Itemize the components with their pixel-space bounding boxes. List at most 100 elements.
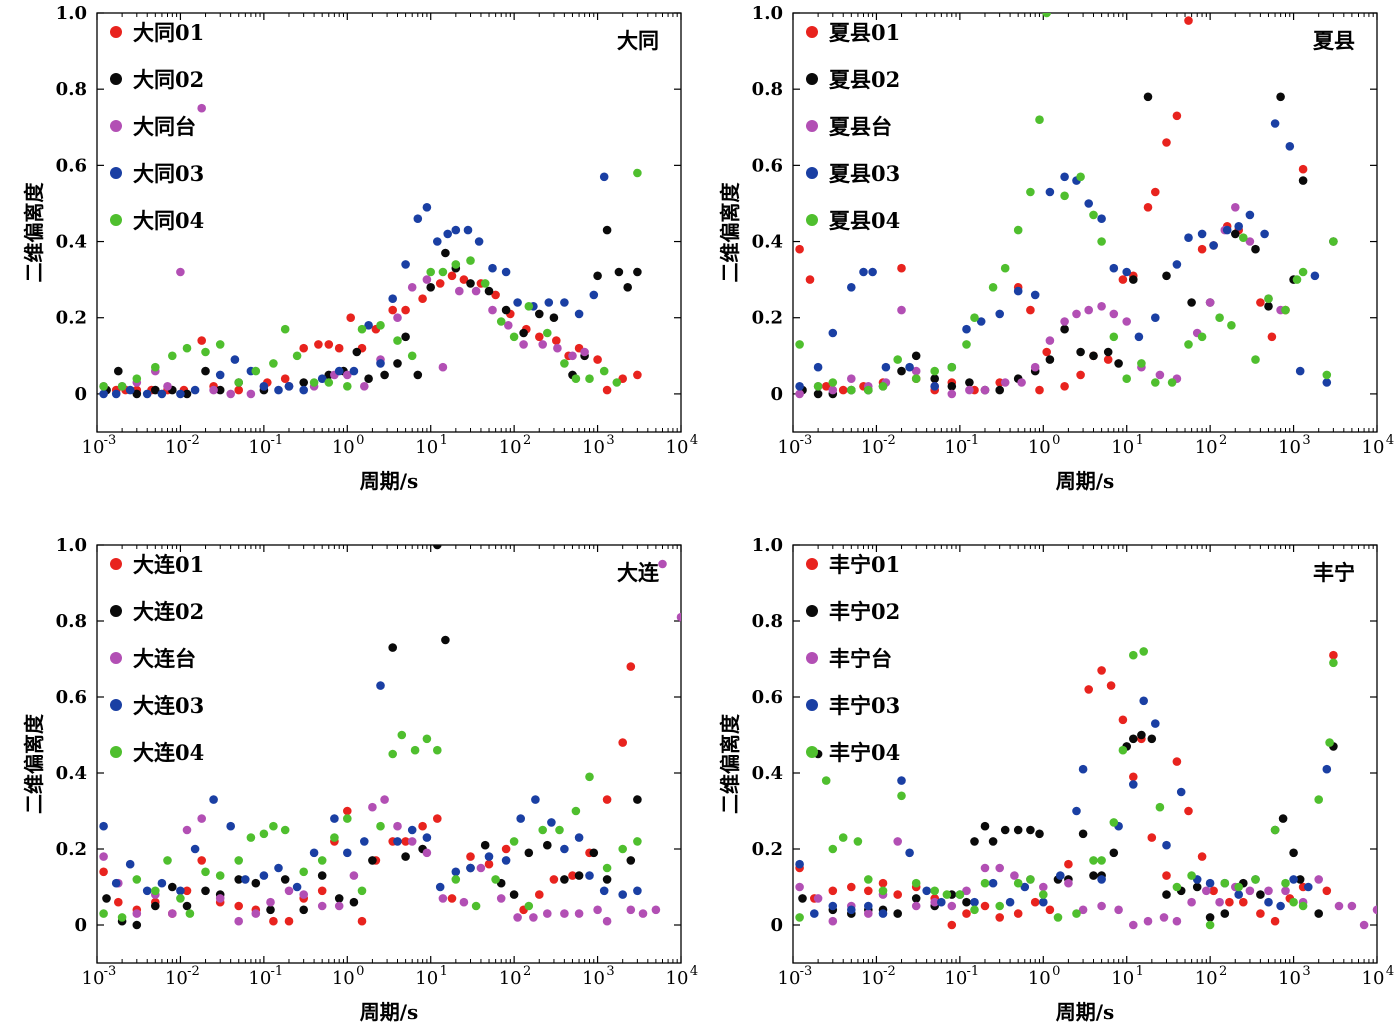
point-夏县02 <box>947 382 957 391</box>
point-丰宁台 <box>1215 897 1224 907</box>
y-tick-label: 0 <box>74 384 87 405</box>
point-大同04 <box>309 378 319 387</box>
point-丰宁台 <box>1078 905 1088 915</box>
point-丰宁台 <box>911 901 921 911</box>
point-夏县01 <box>1026 305 1035 315</box>
point-大同台 <box>209 385 218 395</box>
point-大连台 <box>529 913 538 922</box>
point-夏县04 <box>1281 305 1290 315</box>
point-大连04 <box>471 901 481 911</box>
x-tick-exponent: -2 <box>187 433 200 448</box>
y-tick-label: 0.8 <box>752 611 783 632</box>
point-夏县03 <box>1285 142 1295 151</box>
point-大连01 <box>357 916 367 926</box>
point-大同03 <box>190 385 200 395</box>
point-大同04 <box>426 267 436 277</box>
legend-entry: 丰宁03 <box>829 693 900 718</box>
point-大连02 <box>524 848 534 858</box>
point-夏县04 <box>1026 187 1035 197</box>
point-丰宁04 <box>1089 856 1098 865</box>
panel-title: 大同 <box>617 28 659 53</box>
point-夏县01 <box>897 263 906 273</box>
point-丰宁02 <box>988 837 998 846</box>
point-丰宁01 <box>962 909 971 918</box>
point-大同02 <box>466 279 475 288</box>
y-tick-label: 0.4 <box>752 763 783 784</box>
point-大连台 <box>560 909 569 918</box>
point-大连台 <box>638 909 648 918</box>
x-tick-exponent: 4 <box>1386 964 1394 979</box>
point-丰宁台 <box>1347 901 1357 911</box>
point-夏县04 <box>1122 374 1131 384</box>
point-夏县04 <box>1227 321 1236 330</box>
y-tick-label: 0 <box>770 384 783 405</box>
point-丰宁02 <box>962 897 971 907</box>
point-大连03 <box>547 818 556 827</box>
point-大连台 <box>422 848 432 858</box>
x-tick-label: 10 <box>82 968 105 989</box>
point-大连04 <box>234 856 243 865</box>
point-大同01 <box>633 370 642 380</box>
point-大同02 <box>151 385 160 395</box>
point-大同04 <box>201 347 210 357</box>
point-大连01 <box>568 871 577 880</box>
point-大连01 <box>284 916 294 926</box>
point-大同04 <box>480 279 490 288</box>
point-丰宁02 <box>1089 871 1098 880</box>
point-大同02 <box>299 378 309 387</box>
x-axis-label: 周期/s <box>360 1000 419 1024</box>
point-夏县02 <box>1143 92 1153 102</box>
point-丰宁01 <box>1097 666 1106 675</box>
point-丰宁02 <box>1295 875 1305 884</box>
point-丰宁04 <box>1139 647 1148 656</box>
point-大同01 <box>280 374 290 384</box>
point-大同01 <box>334 343 344 353</box>
point-丰宁03 <box>897 776 906 785</box>
point-大同04 <box>292 351 302 361</box>
point-夏县02 <box>1276 92 1285 102</box>
point-丰宁01 <box>1147 833 1157 842</box>
point-夏县03 <box>1151 313 1160 323</box>
point-夏县04 <box>1000 263 1010 273</box>
point-大连03 <box>574 833 584 842</box>
point-丰宁04 <box>1329 658 1338 668</box>
point-夏县03 <box>1122 267 1131 277</box>
legend-marker <box>110 652 122 664</box>
point-丰宁04 <box>1325 738 1334 747</box>
legend-marker <box>806 120 818 132</box>
point-大连03 <box>259 871 269 880</box>
point-丰宁04 <box>1026 875 1035 884</box>
point-大连04 <box>343 814 352 823</box>
point-大连01 <box>618 738 627 747</box>
point-大连01 <box>343 806 352 816</box>
point-大连04 <box>410 745 420 755</box>
point-大连04 <box>538 825 547 835</box>
point-大连02 <box>317 871 327 880</box>
legend-entry: 大连04 <box>133 740 204 765</box>
point-大同04 <box>151 362 160 372</box>
point-大连04 <box>491 875 500 884</box>
point-大连03 <box>422 833 432 842</box>
point-夏县01 <box>1256 298 1265 307</box>
point-大连04 <box>509 837 519 846</box>
point-大同02 <box>535 309 544 319</box>
point-大连台 <box>574 909 584 918</box>
point-夏县04 <box>930 366 939 376</box>
point-大同02 <box>413 370 423 380</box>
legend-entry: 大同01 <box>133 20 204 45</box>
point-丰宁03 <box>1020 882 1030 892</box>
point-大连03 <box>599 886 609 896</box>
point-大连台 <box>593 905 602 915</box>
point-大同02 <box>593 271 602 281</box>
y-tick-label: 0 <box>74 915 87 936</box>
x-tick-label: 10 <box>248 968 271 989</box>
point-丰宁03 <box>1072 806 1081 816</box>
point-丰宁03 <box>1276 901 1285 911</box>
point-大连04 <box>151 886 160 896</box>
chart-panel-1: 10 -3 10 -2 10 -1 10 0 10 1 10 2 10 3 10 400.20.40.60.8… <box>718 3 1394 493</box>
point-丰宁台 <box>947 901 957 911</box>
point-大同03 <box>433 237 442 246</box>
point-大连台 <box>651 905 661 915</box>
point-丰宁01 <box>893 890 902 899</box>
point-夏县02 <box>1129 275 1138 284</box>
